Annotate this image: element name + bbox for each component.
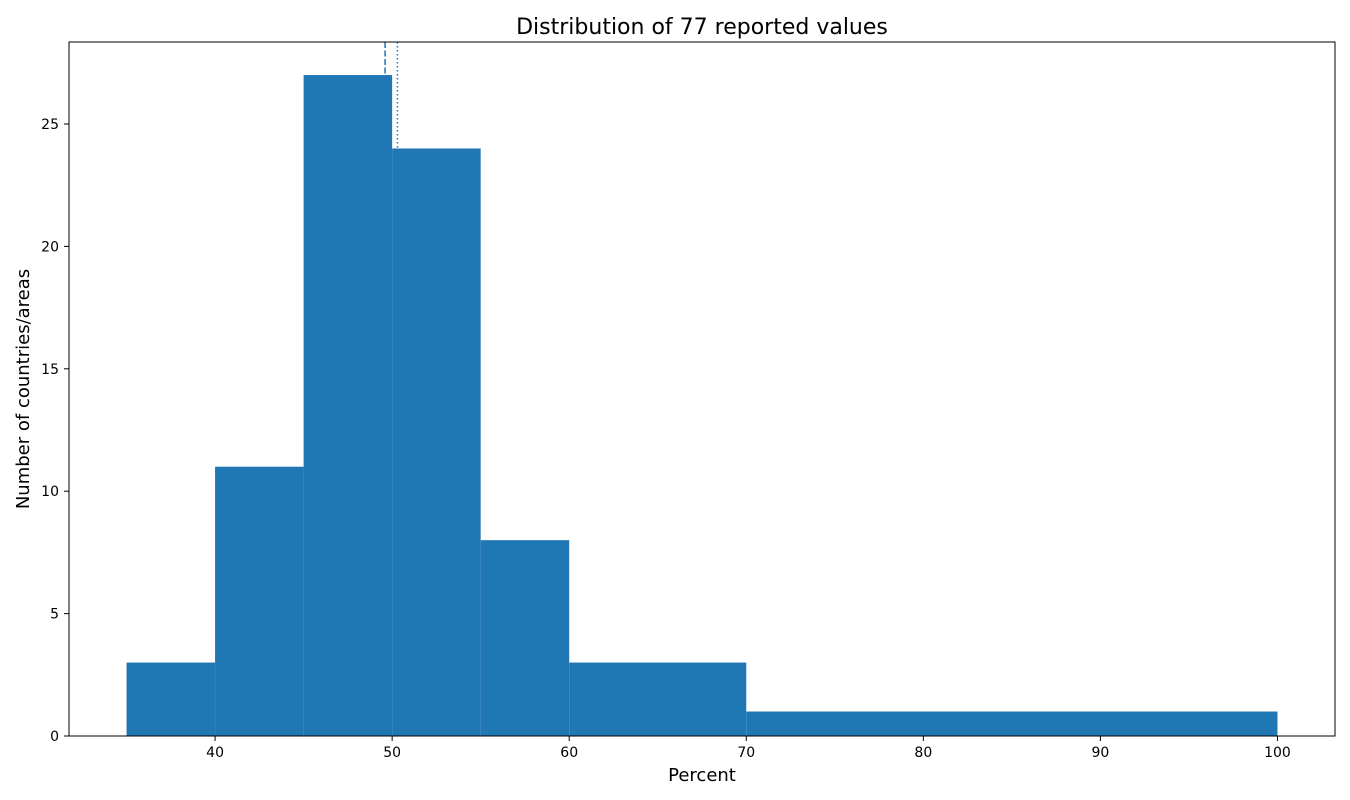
y-axis-ticks: 0 5 10 15 20 25	[41, 117, 69, 745]
histogram-bar-5	[569, 662, 747, 736]
histogram-bar-4	[480, 540, 570, 736]
x-tick-label: 80	[914, 745, 932, 761]
plot-frame	[68, 41, 1336, 737]
x-axis-label: Percent	[668, 765, 736, 786]
x-tick-label: 50	[383, 745, 401, 761]
y-axis-label: Number of countries/areas	[13, 269, 34, 509]
x-axis-ticks: 40 50 60 70 80 90 100	[206, 736, 1291, 761]
histogram-bar-6	[746, 711, 1278, 736]
x-tick-label: 60	[560, 745, 578, 761]
y-tick-label: 5	[50, 607, 59, 623]
reference-lines	[384, 42, 399, 736]
histogram-bar-3	[392, 148, 481, 737]
histogram-bar-0	[126, 662, 216, 736]
y-tick-label: 25	[41, 117, 59, 133]
histogram-bar-1	[215, 466, 304, 736]
y-tick-label: 10	[41, 484, 59, 500]
y-tick-label: 15	[41, 362, 59, 378]
histogram-bars	[126, 75, 1278, 737]
histogram-bar-2	[303, 75, 393, 737]
chart-title: Distribution of 77 reported values	[516, 15, 888, 40]
x-tick-label: 70	[737, 745, 755, 761]
y-tick-label: 0	[50, 729, 59, 745]
x-tick-label: 100	[1264, 745, 1291, 761]
x-tick-label: 40	[206, 745, 224, 761]
x-tick-label: 90	[1091, 745, 1109, 761]
y-tick-label: 20	[41, 239, 59, 255]
